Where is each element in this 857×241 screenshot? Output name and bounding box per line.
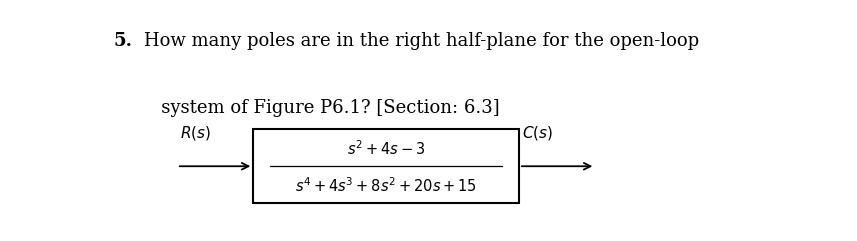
Text: $s^2+4s-3$: $s^2+4s-3$ (347, 140, 425, 158)
Bar (254, 129, 518, 203)
Text: 5.: 5. (114, 32, 133, 50)
Text: $s^4+4s^3+8s^2+20s+15$: $s^4+4s^3+8s^2+20s+15$ (295, 177, 477, 195)
Text: How many poles are in the right half-plane for the open-loop: How many poles are in the right half-pla… (144, 32, 698, 50)
Text: $R(s)$: $R(s)$ (180, 124, 212, 142)
Text: system of Figure P6.1? [Section: 6.3]: system of Figure P6.1? [Section: 6.3] (144, 100, 500, 117)
Text: $C(s)$: $C(s)$ (522, 124, 554, 142)
